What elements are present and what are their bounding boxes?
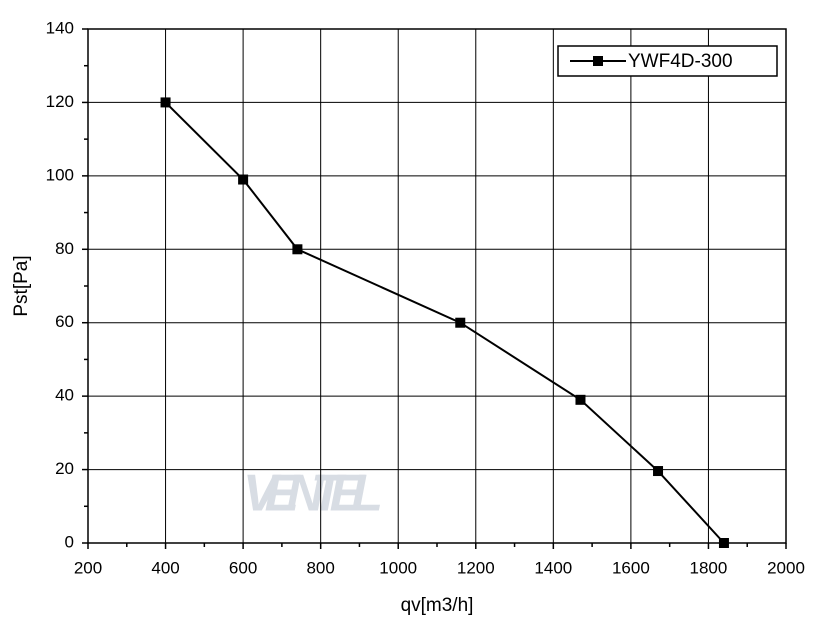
y-tick-label: 60 bbox=[55, 312, 74, 331]
y-tick-label: 20 bbox=[55, 459, 74, 478]
data-point bbox=[455, 317, 466, 328]
data-point bbox=[718, 538, 729, 548]
x-axis-label: qv[m3/h] bbox=[401, 595, 474, 616]
x-tick-label: 1200 bbox=[457, 558, 495, 577]
y-tick-label: 80 bbox=[55, 239, 74, 258]
data-point bbox=[575, 394, 586, 405]
x-tick-label: 1800 bbox=[690, 558, 728, 577]
data-point bbox=[653, 466, 664, 477]
x-tick-label: 1000 bbox=[379, 558, 417, 577]
legend-label: YWF4D-300 bbox=[628, 51, 733, 72]
x-tick-label: 600 bbox=[229, 558, 257, 577]
x-tick-label: 400 bbox=[151, 558, 179, 577]
y-tick-label: 120 bbox=[46, 92, 74, 111]
x-tick-label: 1400 bbox=[534, 558, 572, 577]
data-point bbox=[292, 244, 303, 255]
y-tick-label: 0 bbox=[65, 532, 74, 551]
y-tick-label: 40 bbox=[55, 386, 74, 405]
data-point bbox=[238, 174, 249, 185]
data-point bbox=[160, 97, 171, 108]
legend-marker bbox=[593, 56, 603, 66]
y-axis-label: Pst[Pa] bbox=[11, 255, 32, 316]
y-tick-label: 140 bbox=[46, 18, 74, 37]
plot-frame bbox=[87, 28, 787, 544]
watermark: VENTEL bbox=[243, 465, 383, 523]
x-tick-label: 2000 bbox=[767, 558, 805, 577]
x-tick-label: 1600 bbox=[612, 558, 650, 577]
y-tick-label: 100 bbox=[46, 165, 74, 184]
x-tick-label: 800 bbox=[306, 558, 334, 577]
x-tick-label: 200 bbox=[74, 558, 102, 577]
